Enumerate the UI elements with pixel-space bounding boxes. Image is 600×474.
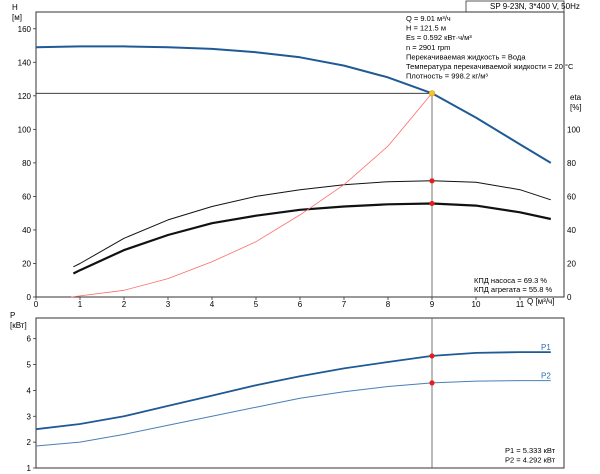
x-tick-label: 11	[516, 300, 525, 309]
h-axis-label-line2: [м]	[12, 13, 22, 22]
p-axis-label-line1: P	[10, 311, 15, 320]
series-line-2	[73, 180, 551, 268]
series-line-3	[71, 93, 433, 298]
x-tick-label: 5	[254, 300, 259, 309]
upper-left-y-ticks: 0 20 40 60 80 100 120 140 160	[18, 25, 36, 302]
x-tick-label: 4	[210, 300, 215, 309]
h-axis-label: H [м]	[12, 3, 22, 22]
p-tick-label: 6	[27, 335, 32, 344]
efficiency-info-block: КПД насоса = 69.3 %КПД агрегата = 55.8 %	[474, 276, 552, 294]
p-tick-label: 4	[27, 386, 32, 395]
p-axis-label: P [кВт]	[10, 311, 27, 330]
eta-tick-label: 20	[567, 259, 576, 268]
series-label-P1: P1	[541, 343, 551, 352]
info-line: n = 2901 rpm	[406, 43, 450, 52]
info-line: H = 121.5 м	[406, 24, 446, 33]
lower-plot-frame	[35, 317, 565, 469]
y-tick-label: 100	[18, 125, 32, 134]
p-tick-label: 2	[27, 438, 32, 447]
upper-operating-points	[428, 90, 436, 207]
x-tick-label: 0	[34, 300, 39, 309]
eta-axis-label-line2: [%]	[570, 103, 582, 112]
x-tick-label: 10	[472, 300, 481, 309]
y-tick-label: 40	[22, 226, 31, 235]
eta-tick-label: 80	[567, 159, 576, 168]
info-line: Температура перекачиваемой жидкости = 20…	[406, 62, 574, 71]
pump-eff-point	[429, 178, 435, 184]
eta-tick-label: 60	[567, 192, 576, 201]
info-line: Плотность = 998.2 кг/м³	[406, 72, 488, 81]
series-label-P2: P2	[541, 372, 551, 381]
head-eta-panel: SP 9-23N, 3*400 V, 50Hz H [м] eta [%] Q …	[12, 0, 583, 309]
q-axis-label: Q [м³/ч]	[527, 297, 554, 306]
x-tick-label: 7	[342, 300, 347, 309]
p-axis-label-line2: [кВт]	[10, 321, 27, 330]
y-tick-label: 140	[18, 58, 32, 67]
power-line: P1 = 5.333 кВт	[505, 446, 556, 455]
p2-operating-point	[429, 380, 435, 386]
power-line-P2	[35, 380, 551, 447]
eta-axis-label-line1: eta	[570, 93, 582, 102]
x-tick-label: 8	[386, 300, 391, 309]
upper-series-group	[35, 45, 552, 298]
x-tick-label: 3	[166, 300, 171, 309]
eta-axis-label: eta [%]	[570, 93, 583, 112]
x-tick-label: 2	[122, 300, 127, 309]
p-tick-label: 5	[27, 361, 32, 370]
efficiency-line: КПД агрегата = 55.8 %	[474, 285, 552, 294]
y-tick-label: 20	[22, 259, 31, 268]
h-axis-label-line1: H	[12, 3, 18, 12]
info-line: Es = 0.592 кВт·ч/м³	[406, 33, 472, 42]
p-tick-label: 3	[27, 412, 32, 421]
y-tick-label: 0	[27, 293, 32, 302]
power-line-P1	[35, 351, 551, 431]
series-line-1	[72, 202, 552, 275]
p-tick-label: 1	[27, 464, 32, 473]
y-tick-label: 120	[18, 92, 32, 101]
eta-tick-label: 0	[567, 293, 572, 302]
y-tick-label: 60	[22, 192, 31, 201]
eta-tick-label: 100	[567, 125, 581, 134]
y-tick-label: 80	[22, 159, 31, 168]
head-operating-point	[428, 90, 436, 97]
info-line: Перекачиваемая жидкость = Вода	[406, 52, 526, 61]
x-tick-label: 1	[78, 300, 83, 309]
chart-title: SP 9-23N, 3*400 V, 50Hz	[490, 2, 580, 11]
lower-y-ticks: 1 2 3 4 5 6	[27, 335, 36, 473]
power-series-labels: P1 P2	[541, 343, 551, 380]
unit-eff-point	[429, 200, 435, 207]
title-box	[465, 0, 565, 13]
efficiency-line: КПД насоса = 69.3 %	[474, 276, 547, 285]
lower-series-group	[35, 351, 551, 447]
operating-point-guides	[36, 92, 433, 297]
x-tick-label: 9	[430, 300, 435, 309]
eta-tick-label: 40	[567, 226, 576, 235]
lower-operating-points	[429, 353, 435, 386]
x-tick-label: 6	[298, 300, 303, 309]
power-line: P2 = 4.292 кВт	[505, 456, 556, 465]
y-tick-label: 160	[18, 25, 32, 34]
p1-operating-point	[429, 353, 435, 359]
upper-right-y-ticks: 0 20 40 60 80 100	[567, 125, 581, 302]
operating-info-block: Q = 9.01 м³/чH = 121.5 мEs = 0.592 кВт·ч…	[406, 14, 574, 81]
upper-x-ticks: 0 1 2 3 4 5 6 7 8 9 10 11	[34, 297, 525, 309]
info-line: Q = 9.01 м³/ч	[406, 14, 451, 23]
series-line-0	[35, 45, 552, 164]
